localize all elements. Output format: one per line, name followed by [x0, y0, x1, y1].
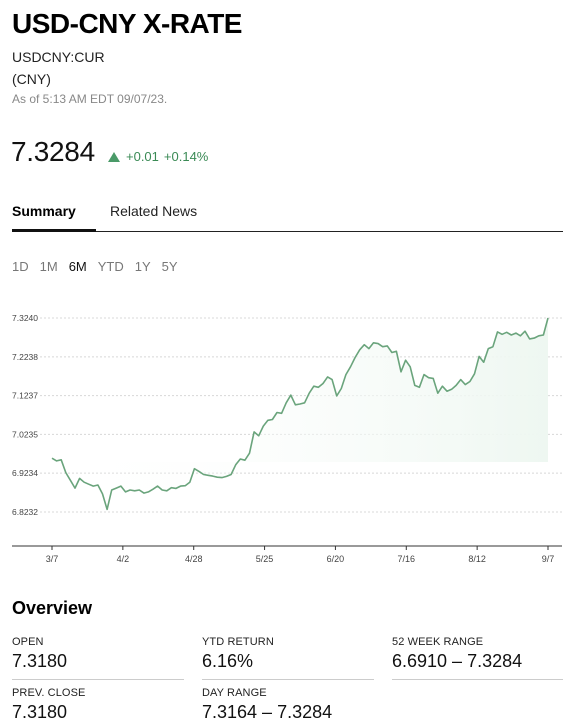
x-tick-label: 8/12: [468, 554, 486, 564]
range-1m[interactable]: 1M: [39, 259, 58, 274]
x-tick-label: 3/7: [46, 554, 59, 564]
x-tick-label: 6/20: [327, 554, 345, 564]
currency-label: (CNY): [12, 71, 51, 87]
x-tick-label: 9/7: [542, 554, 555, 564]
y-tick-label: 7.0235: [12, 429, 38, 439]
y-tick-label: 6.9234: [12, 468, 38, 478]
open-value: 7.3180: [12, 651, 68, 671]
as-of-timestamp: As of 5:13 AM EDT 09/07/23.: [12, 92, 168, 106]
range-1d[interactable]: 1D: [12, 259, 29, 274]
range-5y[interactable]: 5Y: [161, 259, 178, 274]
area-fill: [52, 318, 548, 510]
change-percent: +0.14%: [163, 149, 209, 164]
price-change: +0.01 +0.14%: [108, 149, 208, 164]
day-range-label: DAY RANGE: [202, 687, 267, 699]
y-tick-label: 6.8232: [12, 507, 38, 517]
page-title: USD-CNY X-RATE: [12, 8, 242, 39]
x-tick-label: 4/2: [117, 554, 130, 564]
y-tick-label: 7.3240: [12, 313, 38, 323]
52-week-range-label: 52 WEEK RANGE: [392, 636, 484, 648]
last-price: 7.3284: [11, 136, 95, 167]
52-week-range-value: 6.6910 – 7.3284: [392, 651, 523, 671]
ytd-return-value: 6.16%: [202, 651, 254, 671]
ytd-return-label: YTD RETURN: [202, 636, 274, 648]
prev-close-value: 7.3180: [12, 702, 68, 722]
ticker-symbol: USDCNY:CUR: [12, 49, 105, 65]
divider: [202, 679, 374, 680]
y-tick-label: 7.1237: [12, 391, 38, 401]
triangle-up-icon: [108, 151, 120, 162]
price-chart[interactable]: 7.3240 7.2238 7.1237 7.0235 6.9234 6.8232 3/7 4…: [0, 300, 563, 575]
range-1y[interactable]: 1Y: [134, 259, 151, 274]
y-tick-label: 7.2238: [12, 352, 38, 362]
prev-close-label: PREV. CLOSE: [12, 687, 86, 699]
series-line: [51, 317, 549, 511]
x-tick-label: 7/16: [398, 554, 416, 564]
tab-summary[interactable]: Summary: [12, 203, 96, 232]
open-label: OPEN: [12, 636, 44, 648]
range-ytd[interactable]: YTD: [97, 259, 124, 274]
divider: [12, 679, 184, 680]
day-range-value: 7.3164 – 7.3284: [202, 702, 333, 722]
x-tick-label: 5/25: [256, 554, 274, 564]
tab-related-news[interactable]: Related News: [110, 203, 198, 219]
range-6m[interactable]: 6M: [68, 259, 87, 274]
divider: [392, 679, 563, 680]
overview-title: Overview: [12, 598, 93, 618]
range-selector: 1D 1M 6M YTD 1Y 5Y: [12, 259, 189, 274]
change-value: +0.01: [126, 149, 159, 164]
x-tick-label: 4/28: [185, 554, 203, 564]
tab-bar: Summary Related News: [12, 203, 563, 232]
